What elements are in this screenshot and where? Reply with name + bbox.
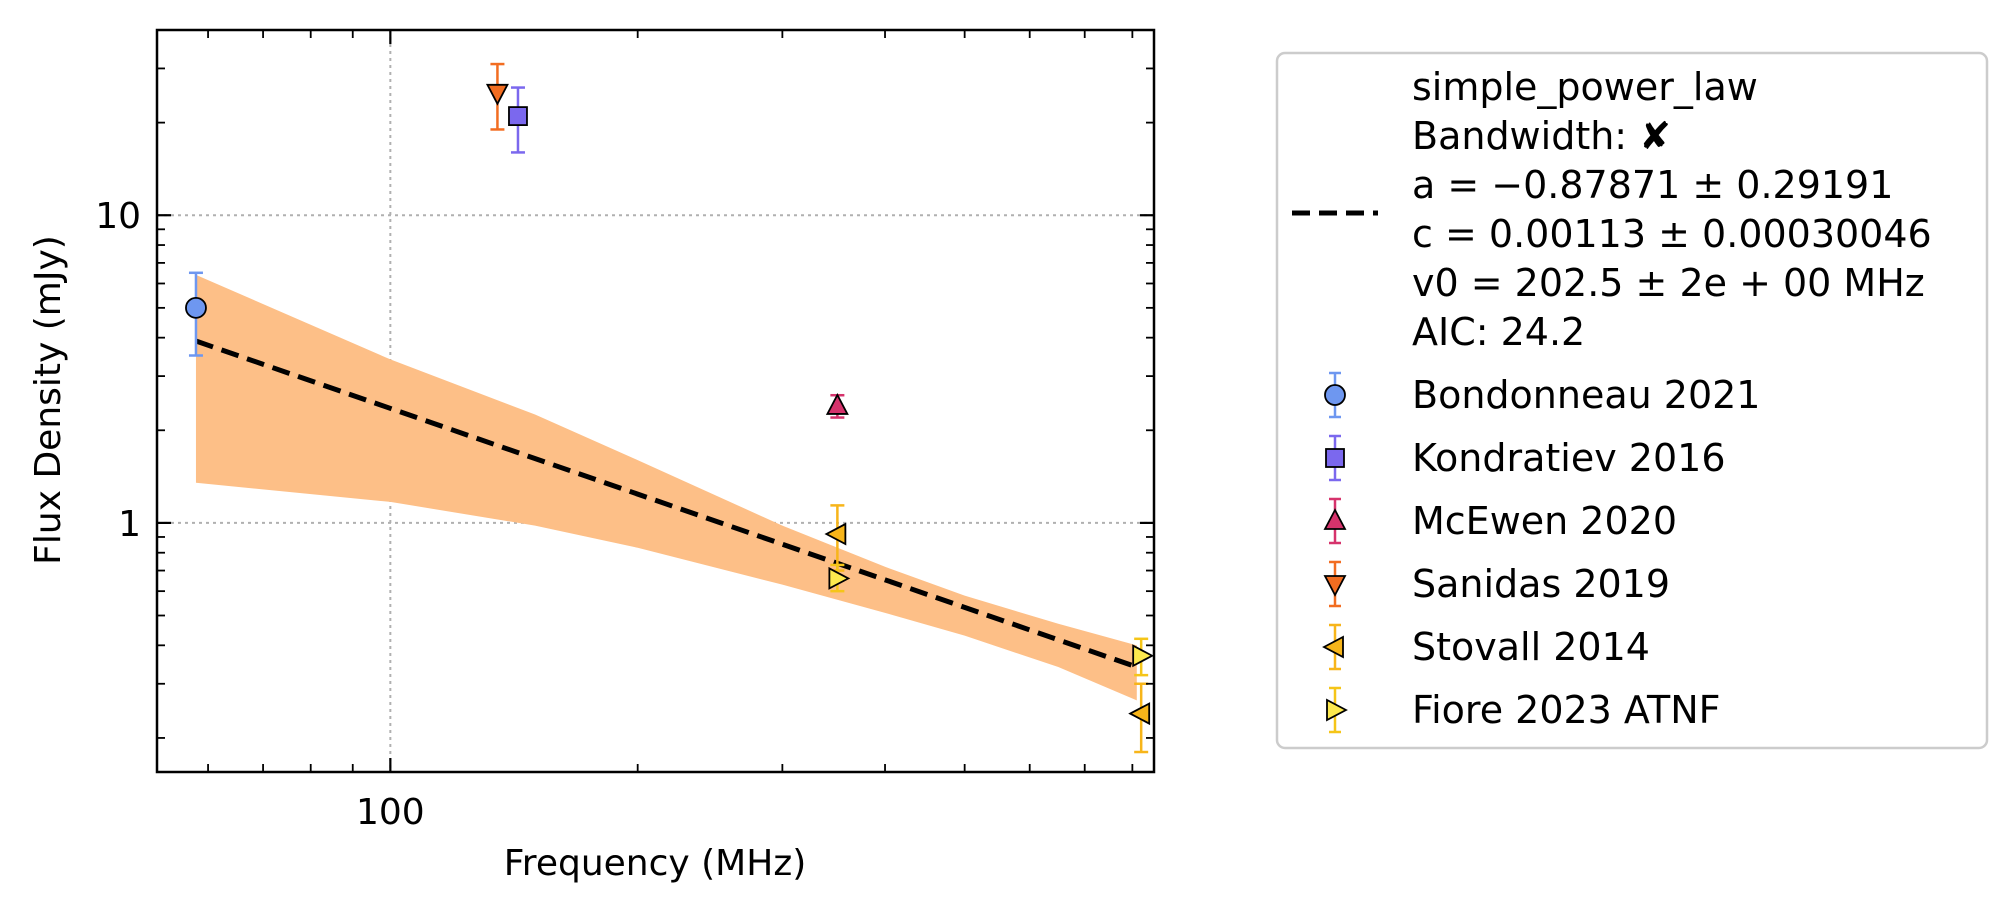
legend-entry-sanidas: Sanidas 2019: [1412, 562, 1670, 606]
legend-entry-fiore: Fiore 2023 ATNF: [1412, 688, 1720, 732]
data-point-triangle-left: [1128, 702, 1151, 726]
legend-fit-line-1: simple_power_law: [1412, 65, 1758, 109]
legend-marker-triangle-right: [1326, 698, 1348, 722]
legend-fit-line-5: v0 = 202.5 ± 2e + 00 MHz: [1412, 261, 1925, 305]
legend: simple_power_law Bandwidth: ✘ a = −0.878…: [1275, 51, 1989, 750]
data-point-triangle-left: [824, 522, 847, 546]
data-point-triangle-right: [828, 566, 851, 590]
fit-band-area: [195, 274, 1137, 701]
legend-marker-triangle-down: [1323, 575, 1347, 597]
fit-line-path: [195, 338, 1138, 670]
legend-entry-stovall: Stovall 2014: [1412, 625, 1650, 669]
legend-entry-kondratiev: Kondratiev 2016: [1412, 436, 1726, 480]
legend-fit-line-3: a = −0.87871 ± 0.29191: [1412, 163, 1893, 207]
data-points: [185, 62, 1155, 754]
legend-marker-square: [1325, 448, 1345, 468]
legend-markers: [1322, 371, 1348, 734]
data-point-circle: [185, 296, 207, 319]
tick-labels: 100 1 10: [95, 196, 425, 833]
legend-fit-line-4: c = 0.00113 ± 0.00030046: [1412, 212, 1932, 256]
y-axis-title: Flux Density (mJy): [28, 235, 69, 565]
data-point-triangle-up: [825, 392, 849, 415]
x-axis-title: Frequency (MHz): [504, 843, 807, 884]
legend-entry-mcewen: McEwen 2020: [1412, 499, 1677, 543]
fit-uncertainty-band: [195, 274, 1137, 701]
fit-line: [195, 338, 1138, 670]
legend-marker-circle: [1324, 384, 1346, 406]
axis-ticks: [157, 30, 1154, 772]
legend-marker-triangle-left: [1322, 635, 1344, 659]
data-point-triangle-right: [1132, 644, 1155, 668]
legend-entry-bondonneau: Bondonneau 2021: [1412, 373, 1760, 417]
legend-frame: [1275, 51, 1989, 750]
data-point-triangle-down: [485, 83, 509, 106]
legend-marker-triangle-up: [1323, 508, 1347, 530]
plot-frame: [155, 28, 1156, 774]
data-point-square: [508, 106, 528, 126]
legend-fit-line-2: Bandwidth: ✘: [1412, 114, 1671, 158]
legend-fit-line-6: AIC: 24.2: [1412, 310, 1585, 354]
x-tick-label: 100: [356, 792, 425, 833]
y-tick-label: 1: [118, 504, 141, 545]
y-tick-label: 10: [95, 196, 141, 237]
